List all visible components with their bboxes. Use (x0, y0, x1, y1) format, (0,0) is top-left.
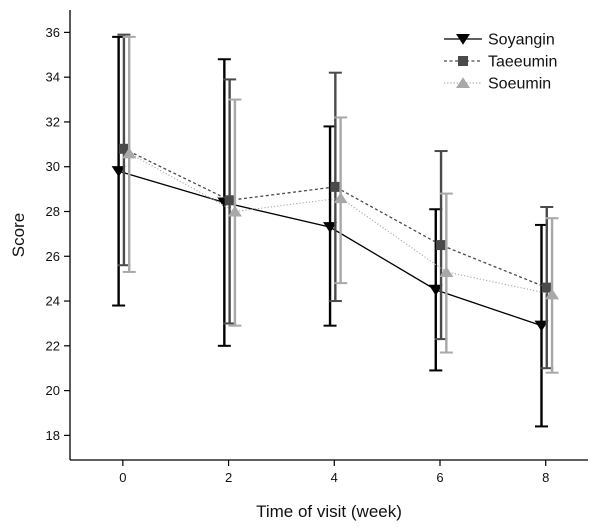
data-point-marker (323, 222, 338, 233)
data-point-marker (456, 77, 470, 89)
y-tick-label: 28 (46, 204, 60, 219)
y-tick-label: 32 (46, 114, 60, 129)
data-point-marker (456, 33, 470, 45)
data-point-marker (224, 195, 235, 206)
data-point-marker (545, 288, 560, 300)
legend-label: Taeeumin (488, 54, 557, 71)
x-tick-label: 6 (436, 470, 443, 485)
series-taeeumin (117, 33, 554, 370)
legend-item-taeeumin: Taeeumin (444, 54, 557, 71)
data-point-marker (122, 147, 137, 159)
series-soeumin (122, 35, 560, 374)
x-axis-title: Time of visit (week) (256, 502, 402, 521)
data-point-marker (534, 320, 549, 332)
legend-label: Soyangin (488, 32, 555, 49)
x-tick-label: 0 (119, 470, 126, 485)
y-tick-label: 24 (46, 294, 60, 309)
data-point-marker (436, 240, 447, 251)
y-tick-label: 34 (46, 70, 60, 85)
legend-item-soeumin: Soeumin (444, 76, 551, 93)
data-point-marker (541, 282, 552, 293)
y-tick-label: 20 (46, 383, 60, 398)
series-line (123, 148, 548, 289)
data-point-marker (439, 266, 454, 277)
legend: Soyangin Taeeumin Soeumin (444, 32, 557, 93)
data-point-marker (428, 284, 443, 296)
legend-item-soyangin: Soyangin (444, 32, 555, 49)
x-tick-label: 8 (542, 470, 549, 485)
y-tick-label: 18 (46, 428, 60, 443)
x-tick-label: 4 (331, 470, 338, 485)
legend-label: Soeumin (488, 76, 551, 93)
series-soyangin (111, 35, 549, 428)
data-point-marker (458, 56, 468, 66)
data-point-marker (111, 166, 126, 177)
y-tick-label: 22 (46, 338, 60, 353)
x-tick-label: 2 (225, 470, 232, 485)
y-tick-label: 36 (46, 25, 60, 40)
y-tick-label: 30 (46, 159, 60, 174)
y-tick-label: 26 (46, 249, 60, 264)
data-point-marker (333, 192, 348, 204)
data-point-marker (227, 205, 242, 217)
series-layer (111, 33, 560, 428)
data-point-marker (118, 143, 129, 154)
y-axis-title: Score (9, 213, 28, 257)
data-point-marker (330, 181, 341, 192)
